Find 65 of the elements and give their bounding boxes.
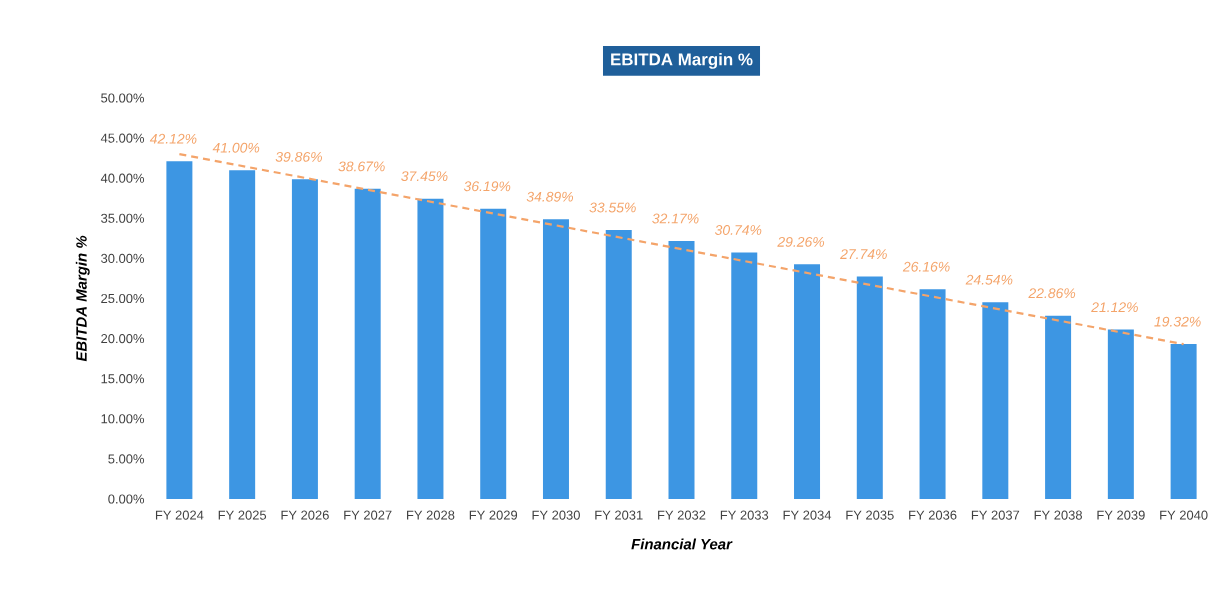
y-tick-label: 10.00% [101,414,145,424]
bar [1107,329,1134,499]
y-tick-label: 15.00% [101,374,145,384]
data-label: 38.67% [338,161,385,172]
x-tick-label: FY 2032 [658,510,706,520]
bar [668,240,695,499]
bar [291,179,318,499]
bar [1045,315,1072,499]
y-tick-label: 25.00% [101,293,145,304]
x-tick-label: FY 2028 [407,510,455,520]
data-label: 32.17% [652,213,699,224]
bar [731,252,758,499]
bar [982,302,1009,499]
x-tick-label: FY 2037 [971,510,1020,520]
x-tick-label: FY 2025 [218,510,267,520]
bar [605,229,632,499]
x-tick-label: FY 2040 [1160,510,1208,520]
bar [229,170,256,499]
data-label: 37.45% [401,171,448,182]
bar [417,198,444,499]
y-tick-label: 50.00% [101,93,145,103]
y-tick-label: 20.00% [101,334,145,344]
x-tick-label: FY 2038 [1034,510,1082,520]
data-label: 42.12% [149,133,197,144]
data-label: 19.32% [1154,316,1201,327]
bar [480,208,507,499]
data-label: 26.16% [902,261,950,272]
x-tick-label: FY 2034 [783,510,832,520]
data-label: 27.74% [840,249,887,259]
y-tick-label: 45.00% [100,133,145,143]
chart-title: EBITDA Margin % [611,52,753,69]
y-axis-title: EBITDA Margin % [75,235,90,362]
bar [856,276,883,499]
y-tick-label: 0.00% [108,494,145,504]
x-tick-label: FY 2024 [155,510,204,520]
x-axis-title: Financial Year [631,538,733,550]
y-tick-label: 5.00% [108,454,145,464]
data-label: 34.89% [526,191,574,202]
bar [354,188,381,499]
x-tick-label: FY 2036 [909,510,957,520]
data-label: 36.19% [463,181,511,192]
x-tick-label: FY 2027 [344,510,392,520]
bar [1170,344,1197,499]
x-tick-label: FY 2026 [281,510,329,520]
data-label: 29.26% [777,236,825,247]
bar [919,289,946,499]
x-tick-label: FY 2029 [469,510,518,520]
data-label: 22.86% [1028,288,1076,299]
bar [542,219,569,499]
data-label: 39.86% [275,151,322,162]
data-label: 33.55% [589,202,636,213]
x-tick-label: FY 2031 [595,510,643,520]
data-label: 21.12% [1091,302,1138,313]
data-label: 30.74% [714,225,762,235]
x-tick-label: FY 2030 [532,510,580,520]
data-label: 24.54% [965,274,1013,285]
y-tick-label: 35.00% [101,213,145,223]
x-tick-label: FY 2035 [846,510,894,520]
data-label: 41.00% [212,142,260,153]
y-tick-label: 30.00% [101,253,145,263]
y-tick-label: 40.00% [100,173,145,183]
x-tick-label: FY 2033 [720,510,769,520]
x-tick-label: FY 2039 [1097,510,1145,520]
bar [794,264,821,499]
bar [166,161,193,499]
